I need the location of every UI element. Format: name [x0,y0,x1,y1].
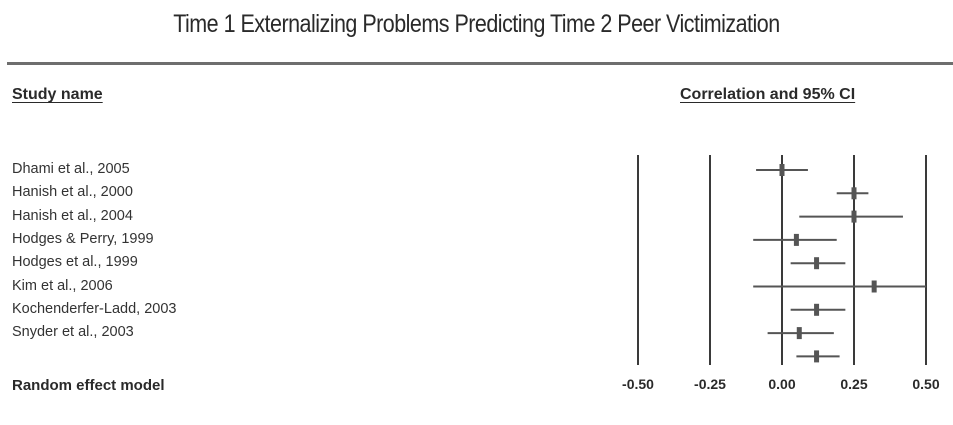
study-label: Kim et al., 2006 [12,277,113,294]
study-label: Hodges & Perry, 1999 [12,230,154,247]
point-estimate-study [814,303,820,316]
x-tick-label: -0.50 [622,376,654,392]
point-estimate-study [871,280,877,293]
study-label: Kochenderfer-Ladd, 2003 [12,300,177,317]
study-label: Dhami et al., 2005 [12,161,130,177]
correlation-ci-header: Correlation and 95% CI [680,86,856,103]
point-estimate-study [851,187,857,200]
random-effect-label: Random effect model [12,377,165,394]
point-estimate-study [796,327,802,340]
study-label: Hanish et al., 2000 [12,184,133,201]
header-rule [7,62,953,65]
study-name-header: Study name [12,86,103,103]
point-estimate-study [814,257,820,270]
point-estimate-study [779,164,785,176]
x-tick-label: 0.50 [912,376,939,392]
x-tick-label: -0.25 [694,376,726,392]
study-label: Hanish et al., 2004 [12,207,133,224]
chart-title: Time 1 Externalizing Problems Predicting… [173,10,780,38]
point-estimate-study [851,210,857,223]
x-tick-label: 0.00 [768,376,795,392]
point-estimate-study [793,233,799,246]
study-label: Hodges et al., 1999 [12,254,138,271]
point-estimate-random-effect [814,350,820,363]
x-tick-label: 0.25 [840,376,867,392]
study-label: Snyder et al., 2003 [12,324,134,341]
